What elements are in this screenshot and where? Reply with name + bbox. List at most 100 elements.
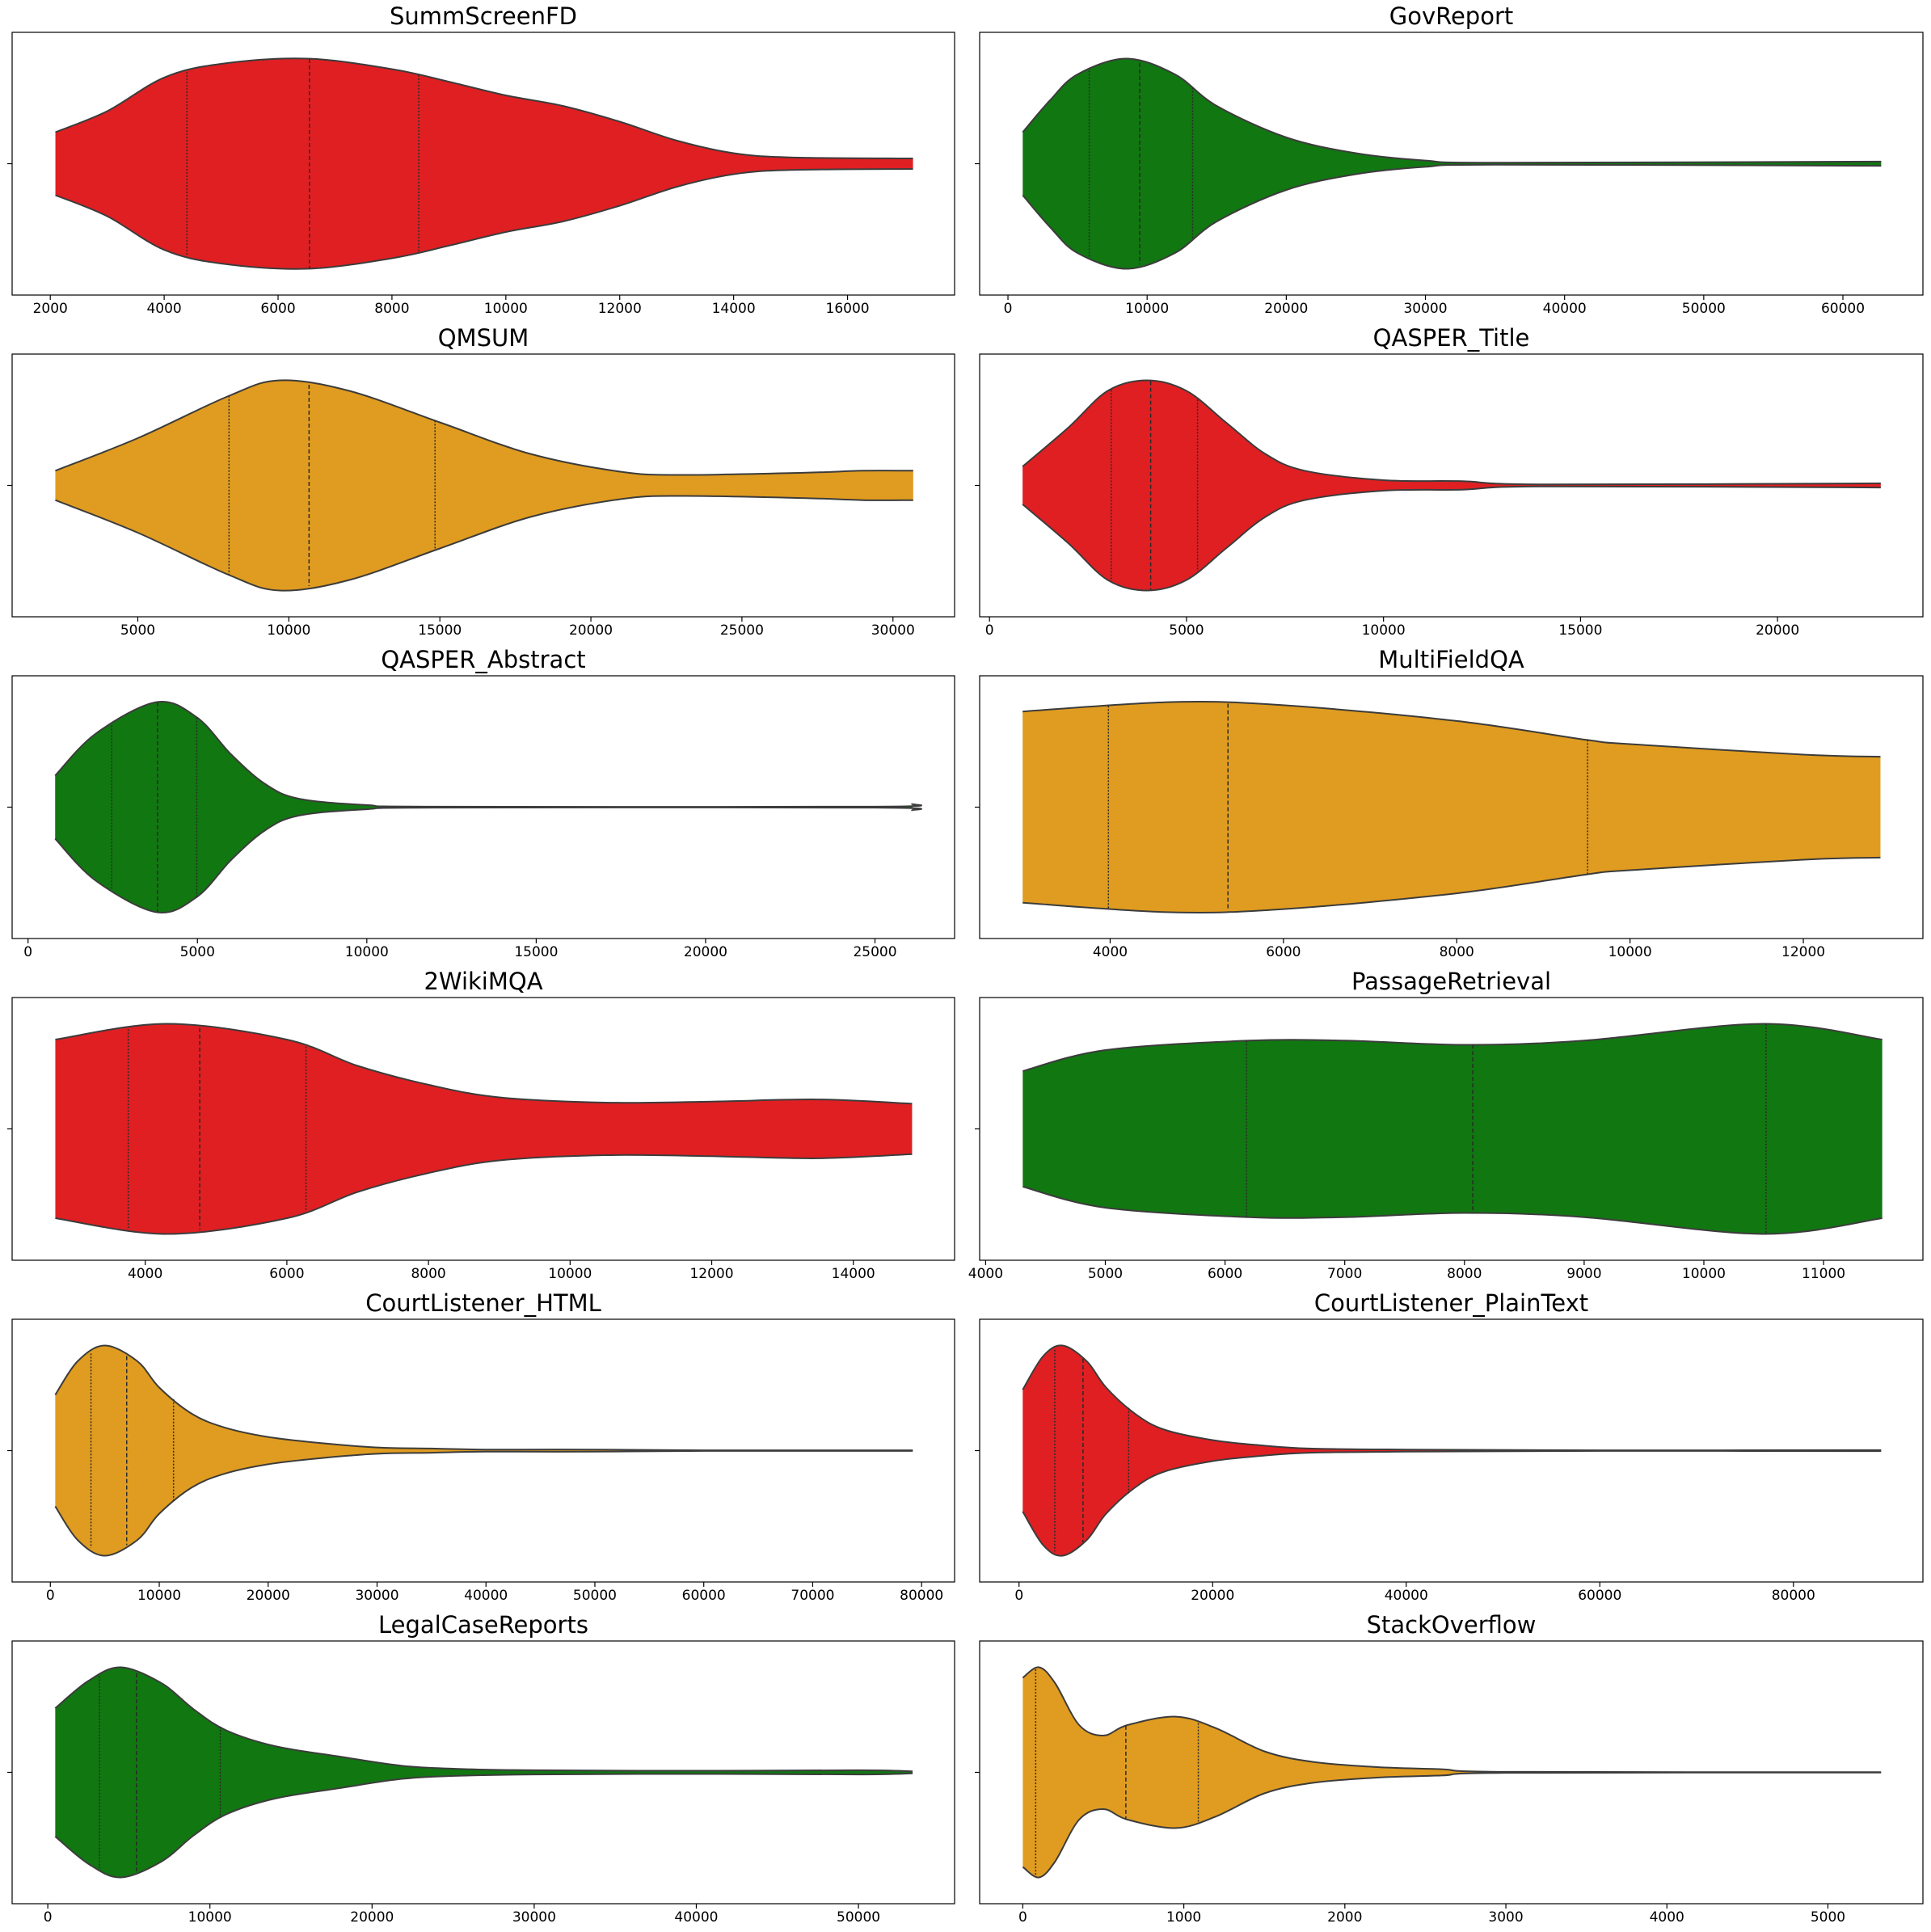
- chart-title: MultiFieldQA: [1378, 646, 1524, 673]
- violin-lower-outline: [54, 1772, 913, 1879]
- violin-upper-fill: [55, 380, 913, 486]
- x-tick-label: 8000: [411, 1266, 445, 1282]
- panel-frame: [11, 32, 955, 296]
- x-tick-label: 5000: [1169, 622, 1204, 639]
- x-tick-label: 20000: [1191, 1588, 1234, 1604]
- violin-lower-fill: [55, 1128, 913, 1234]
- violin-lower-fill: [1022, 807, 1881, 913]
- x-tick-label: 20000: [350, 1909, 394, 1926]
- panel-frame: [979, 32, 1924, 296]
- violin-upper-fill: [55, 701, 921, 808]
- x-tick-label: 6000: [1266, 944, 1301, 960]
- x-tick-label: 50000: [573, 1588, 617, 1604]
- panel-frame: [11, 1318, 955, 1583]
- violin-upper-outline: [1022, 379, 1881, 486]
- violin-upper-outline: [1022, 57, 1882, 164]
- x-tick-label: 25000: [720, 622, 764, 639]
- violin-upper-fill: [1022, 58, 1882, 164]
- x-tick-label: 3000: [1488, 1909, 1523, 1926]
- violin-upper-fill: [1022, 1667, 1882, 1773]
- x-tick-label: 10000: [1362, 622, 1406, 639]
- x-tick-label: 60000: [1821, 301, 1865, 317]
- violin-upper-fill: [55, 58, 913, 164]
- violin-upper-fill: [55, 1345, 913, 1451]
- violin-lower-outline: [55, 168, 913, 270]
- violin-upper-outline: [55, 379, 913, 476]
- violin-lower-fill: [1022, 163, 1882, 269]
- x-tick-label: 14000: [832, 1266, 875, 1282]
- violin-lower-outline: [54, 806, 922, 914]
- x-tick-label: 5000: [180, 944, 215, 960]
- panel-frame: [11, 353, 955, 618]
- x-tick-label: 40000: [464, 1588, 508, 1604]
- violin-lower-outline: [55, 1153, 913, 1235]
- violin-lower-fill: [1022, 1450, 1882, 1556]
- violin-lower-outline: [1022, 163, 1882, 270]
- x-tick-label: 80000: [1772, 1588, 1815, 1604]
- panel-frame: [11, 997, 955, 1261]
- x-tick-label: 10000: [548, 1266, 592, 1282]
- chart-title: PassageRetrieval: [1351, 968, 1551, 995]
- chart-title: QMSUM: [438, 324, 529, 352]
- violin-upper-outline: [54, 1666, 913, 1773]
- violin-lower-fill: [55, 163, 913, 269]
- x-tick-label: 15000: [418, 622, 462, 639]
- x-tick-label: 10000: [1682, 1266, 1726, 1282]
- x-tick-label: 0: [1018, 1909, 1027, 1926]
- x-tick-label: 5000: [1811, 1909, 1845, 1926]
- x-tick-label: 10000: [267, 622, 310, 639]
- x-tick-label: 8000: [1440, 944, 1474, 960]
- x-tick-label: 20000: [569, 622, 613, 639]
- chart-title: CourtListener_HTML: [365, 1289, 601, 1317]
- violin-lower-fill: [1022, 1128, 1883, 1234]
- panel-frame: [11, 675, 955, 939]
- chart-title: QASPER_Abstract: [381, 646, 585, 673]
- violin-lower-outline: [1022, 485, 1881, 592]
- violin-upper-fill: [55, 1023, 913, 1129]
- panel-frame: [979, 353, 1924, 618]
- violin-upper-outline: [1022, 701, 1881, 758]
- x-tick-label: 10000: [188, 1909, 232, 1926]
- violin-upper-fill: [1022, 1023, 1883, 1129]
- violin-lower-outline: [1022, 1449, 1882, 1557]
- x-tick-label: 10000: [484, 301, 528, 317]
- x-tick-label: 11000: [1802, 1266, 1845, 1282]
- x-tick-label: 4000: [1093, 944, 1128, 960]
- x-tick-label: 80000: [900, 1588, 943, 1604]
- x-tick-label: 14000: [712, 301, 756, 317]
- violin-lower-outline: [54, 1449, 913, 1557]
- x-tick-label: 20000: [247, 1588, 290, 1604]
- x-tick-label: 6000: [1208, 1266, 1242, 1282]
- x-tick-label: 1000: [1166, 1909, 1201, 1926]
- violin-lower-fill: [1022, 1772, 1882, 1878]
- panel-frame: [979, 997, 1924, 1261]
- violin-lower-outline: [1022, 1186, 1883, 1235]
- panel-frame: [979, 1640, 1924, 1905]
- x-tick-label: 30000: [355, 1588, 398, 1604]
- x-tick-label: 0: [1014, 1588, 1023, 1604]
- violin-upper-outline: [54, 1344, 913, 1452]
- x-tick-label: 70000: [791, 1588, 834, 1604]
- chart-title: QASPER_Title: [1373, 324, 1530, 352]
- violin-lower-outline: [1022, 1771, 1882, 1879]
- x-tick-label: 6000: [269, 1266, 304, 1282]
- violin-lower-fill: [55, 807, 921, 913]
- violin-upper-fill: [1022, 380, 1881, 486]
- x-tick-label: 4000: [146, 301, 181, 317]
- chart-title: CourtListener_PlainText: [1314, 1289, 1588, 1317]
- violin-lower-fill: [55, 1772, 913, 1878]
- x-tick-label: 40000: [1385, 1588, 1428, 1604]
- x-tick-label: 50000: [837, 1909, 880, 1926]
- x-tick-label: 8000: [1447, 1266, 1482, 1282]
- chart-title: StackOverflow: [1367, 1611, 1537, 1639]
- x-tick-label: 2000: [33, 301, 68, 317]
- x-tick-label: 0: [1004, 301, 1013, 317]
- x-tick-label: 40000: [1543, 301, 1587, 317]
- violin-upper-fill: [1022, 1345, 1882, 1451]
- chart-title: 2WikiMQA: [424, 968, 542, 995]
- x-tick-label: 60000: [1578, 1588, 1621, 1604]
- violin-lower-fill: [55, 485, 913, 591]
- x-tick-label: 20000: [684, 944, 727, 960]
- x-tick-label: 12000: [598, 301, 642, 317]
- x-tick-label: 60000: [682, 1588, 726, 1604]
